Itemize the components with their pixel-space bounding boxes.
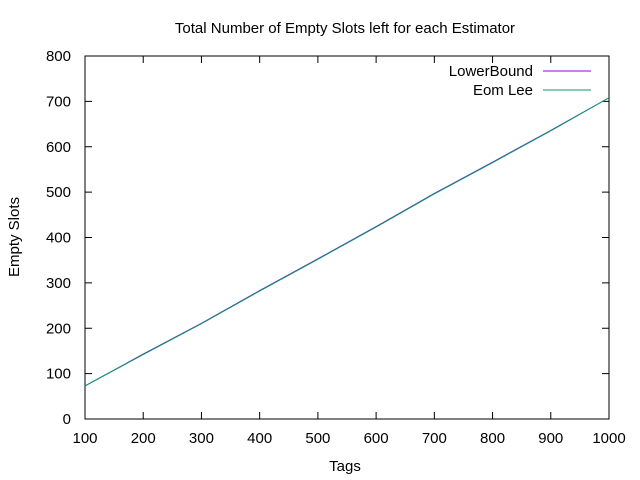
x-tick-label: 100 <box>72 430 97 447</box>
y-tick-label: 200 <box>46 320 71 337</box>
x-tick-label: 200 <box>131 430 156 447</box>
series-layer <box>84 97 610 387</box>
y-tick-label: 600 <box>46 139 71 156</box>
x-tick-label: 300 <box>189 430 214 447</box>
y-tick-label: 0 <box>63 411 71 428</box>
x-tick-label: 800 <box>480 430 505 447</box>
x-tick-label: 1000 <box>592 430 625 447</box>
y-tick-label: 100 <box>46 366 71 383</box>
x-axis: 100 200 300 400 500 600 700 800 900 1000 <box>72 56 626 447</box>
x-tick-label: 600 <box>364 430 389 447</box>
y-tick-label: 700 <box>46 93 71 110</box>
series-line-eom-lee <box>84 97 610 387</box>
legend-label: Eom Lee <box>473 82 533 99</box>
series-line-lowerbound <box>84 97 610 387</box>
y-tick-label: 500 <box>46 184 71 201</box>
y-axis-label: Empty Slots <box>6 197 23 277</box>
plot-frame <box>84 55 610 420</box>
x-tick-label: 700 <box>422 430 447 447</box>
x-tick-label: 400 <box>247 430 272 447</box>
y-tick-label: 300 <box>46 275 71 292</box>
y-tick-label: 400 <box>46 230 71 247</box>
y-tick-label: 800 <box>46 48 71 65</box>
x-tick-label: 500 <box>305 430 330 447</box>
legend-label: LowerBound <box>449 63 533 80</box>
chart-title: Total Number of Empty Slots left for eac… <box>175 20 515 37</box>
x-tick-label: 900 <box>538 430 563 447</box>
y-axis: 0 100 200 300 400 500 600 700 800 <box>46 48 609 428</box>
x-axis-label: Tags <box>329 458 361 475</box>
legend: LowerBound Eom Lee <box>449 63 591 99</box>
